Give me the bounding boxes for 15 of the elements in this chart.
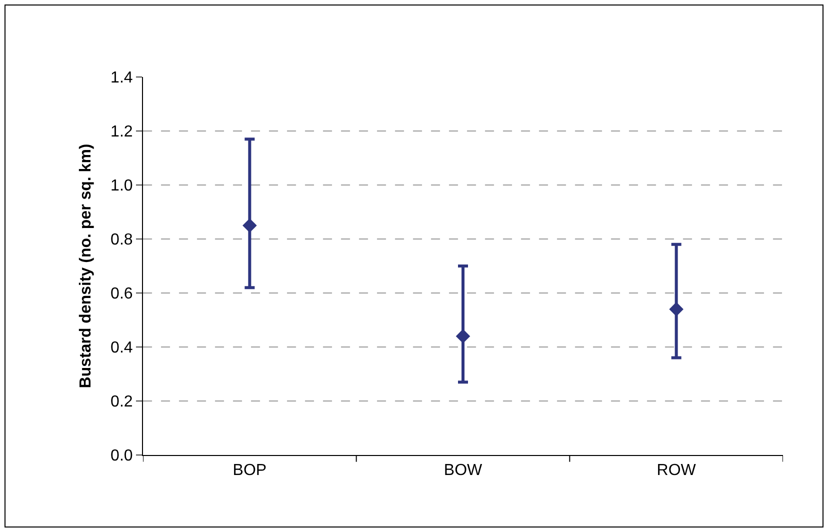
y-tick-label: 0.0 [110, 448, 133, 465]
y-tick-label: 0.2 [110, 394, 133, 411]
point [669, 302, 684, 316]
point [242, 218, 257, 233]
y-tick-label: 1.0 [110, 178, 133, 195]
y-tick-label: 1.2 [110, 124, 133, 141]
point [456, 329, 470, 344]
x-tick-label: BOW [444, 462, 484, 480]
x-tick-label: BOP [232, 462, 267, 480]
y-axis-title: Bustard density (no. per sq. km) [77, 144, 94, 388]
y-tick-label: 0.6 [110, 286, 133, 303]
y-tick-label: 0.8 [110, 232, 133, 249]
y-tick-label: 1.4 [110, 70, 133, 87]
y-tick-label: 0.4 [110, 340, 133, 357]
x-tick-label: ROW [656, 462, 697, 480]
